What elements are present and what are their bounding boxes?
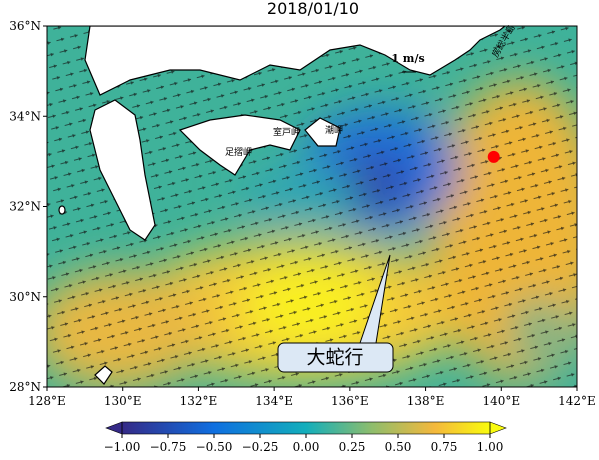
land [58,26,506,385]
x-tick-label: 136°E [331,394,369,408]
colorbar-tick-label: 0.75 [431,440,458,454]
marker [487,150,500,163]
colorbar-tick-label: −1.00 [104,440,141,454]
colorbar-tick-label: 0.00 [293,440,320,454]
colorbar-tick-label: −0.25 [242,440,279,454]
field [47,26,577,387]
x-tick-label: 130°E [104,394,142,408]
callout-box [277,342,394,373]
colorbar [122,422,490,434]
y-tick-label: 28°N [9,380,41,394]
colorbar-tick-label: −0.75 [150,440,187,454]
colorbar-extend [105,421,123,435]
x-tick-label: 142°E [558,394,596,408]
title: 2018/01/10 [267,0,359,18]
place-label: 足摺岬 [225,146,252,158]
y-tick-label: 32°N [9,200,41,214]
x-tick-label: 138°E [407,394,445,408]
colorbar-tick-label: 0.50 [385,440,412,454]
x-tick-label: 132°E [180,394,218,408]
y-tick-label: 30°N [9,290,41,304]
annotation: 大蛇行 [306,347,363,369]
x-tick-label: 134°E [255,394,293,408]
y-tick-label: 36°N [9,19,41,33]
y-tick-label: 34°N [9,109,41,123]
place-label: 潮岬 [325,124,343,136]
x-tick-label: 140°E [482,394,520,408]
colorbar-tick-label: −0.50 [196,440,233,454]
colorbar-extend [489,421,507,435]
x-tick-label: 128°E [28,394,66,408]
place-label: 室戸岬 [273,126,300,138]
colorbar-tick-label: 0.25 [339,440,366,454]
colorbar-tick-label: 1.00 [477,440,504,454]
scale-label: 1 m/s [391,52,424,65]
